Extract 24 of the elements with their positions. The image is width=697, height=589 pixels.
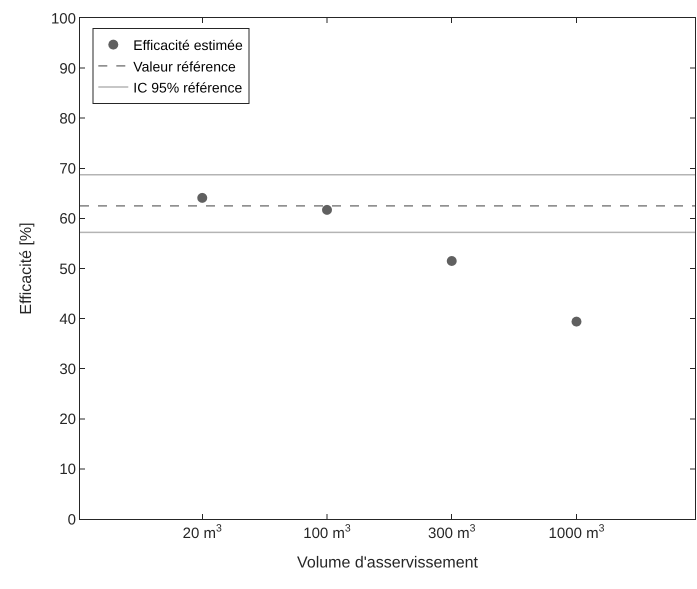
y-tick-label: 50 — [59, 260, 76, 278]
y-tick-label: 30 — [59, 360, 76, 378]
y-tick-label: 70 — [59, 160, 76, 178]
y-tick-label: 90 — [59, 60, 76, 78]
y-tick-label: 10 — [59, 461, 76, 478]
x-axis-title: Volume d'asservissement — [297, 554, 479, 572]
y-tick-label: 100 — [50, 10, 76, 28]
y-tick-label: 0 — [68, 511, 76, 528]
point — [197, 192, 208, 203]
legend-label: IC 95% référence — [133, 79, 242, 96]
x-tick-label: 20 m$^{3}$ — [182, 522, 222, 542]
y-tick-label: 20 — [59, 411, 76, 428]
point — [446, 256, 457, 266]
x-tick-label: 300 m$^{3}$ — [428, 522, 476, 542]
point — [571, 316, 582, 327]
y-tick-label: 40 — [59, 310, 76, 328]
legend-label: Efficacité estimée — [133, 37, 243, 54]
y-axis-title: Efficacité [%] — [18, 222, 35, 315]
legend-label: Valeur référence — [133, 58, 236, 74]
y-tick-label: 60 — [59, 210, 76, 228]
x-tick-label: 100 m$^{3}$ — [303, 522, 351, 542]
x-tick-label: 1000 m$^{3}$ — [548, 522, 605, 542]
y-tick-label: 80 — [59, 110, 76, 128]
point — [322, 204, 332, 215]
